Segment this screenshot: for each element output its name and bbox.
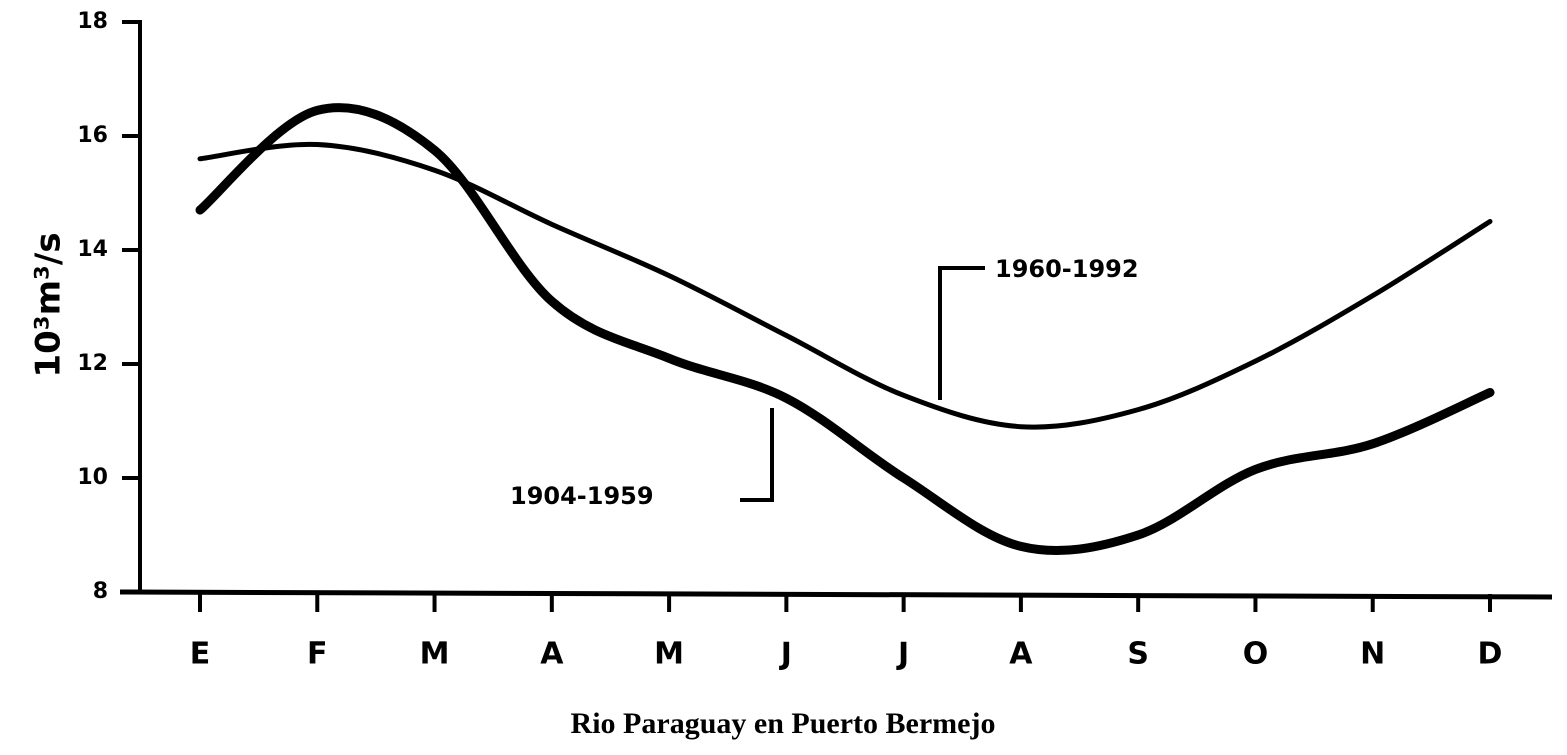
- x-tick-label: O: [1243, 637, 1269, 672]
- y-axis-label: 10³m³/s: [29, 232, 69, 377]
- y-tick-label: 8: [93, 579, 108, 604]
- x-tick-label: J: [896, 637, 909, 672]
- x-tick-label: M: [654, 637, 684, 672]
- x-tick-label: E: [190, 637, 211, 672]
- x-tick-label: D: [1478, 637, 1503, 672]
- x-tick-label: A: [540, 637, 564, 672]
- x-tick-label: F: [307, 637, 328, 672]
- y-tick-label: 16: [77, 123, 108, 148]
- x-tick-label: M: [420, 637, 450, 672]
- y-tick-label: 14: [77, 237, 108, 262]
- x-tick-label: J: [779, 637, 792, 672]
- x-tick-label: N: [1360, 637, 1385, 672]
- x-tick-label: S: [1127, 637, 1149, 672]
- series-line: [197, 141, 1493, 430]
- y-tick-label: 18: [77, 9, 108, 34]
- x-axis: [119, 589, 1553, 600]
- y-tick-label: 10: [77, 465, 108, 490]
- x-tick-label: A: [1009, 637, 1033, 672]
- leader-line: [938, 266, 985, 400]
- y-tick-label: 12: [77, 351, 108, 376]
- series-label: 1960-1992: [995, 255, 1139, 283]
- leader-line: [740, 408, 774, 502]
- series-label: 1904-1959: [510, 482, 654, 510]
- chart-title: Rio Paraguay en Puerto Bermejo: [571, 707, 996, 740]
- series-line: [195, 103, 1495, 556]
